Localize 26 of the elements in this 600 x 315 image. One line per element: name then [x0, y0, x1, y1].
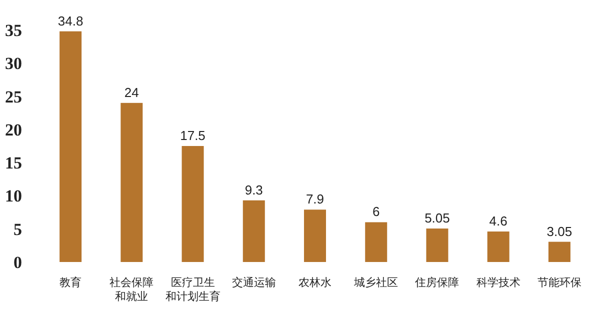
data-label: 3.05	[546, 224, 572, 239]
category: 城乡社区	[354, 277, 398, 289]
ytick: 0	[14, 253, 22, 272]
category: 节能环保	[537, 277, 582, 289]
data-label: 5.05	[424, 210, 450, 226]
data-label: 24	[124, 84, 139, 100]
data-label: 4.6	[489, 214, 508, 228]
data-label: 7.9	[306, 192, 324, 207]
category: 交通运输	[232, 277, 276, 289]
category: 农林水	[298, 277, 332, 289]
category: 医疗卫生和计划生育	[165, 277, 220, 303]
category: 住房保障	[415, 277, 460, 289]
data-label: 17.5	[180, 128, 206, 143]
data-label: 6	[372, 204, 380, 220]
data-label: 9.3	[244, 182, 263, 198]
ytick: 25	[5, 87, 22, 106]
category: 教育	[60, 277, 82, 289]
category: 科学技术	[476, 277, 520, 289]
category: 社会保障和就业	[110, 277, 154, 303]
ytick: 5	[14, 220, 22, 239]
ytick: 20	[5, 120, 22, 140]
ytick: 30	[5, 54, 22, 74]
ytick: 35	[5, 21, 22, 40]
ytick: 10	[5, 186, 22, 206]
ytick: 15	[5, 154, 22, 173]
data-label: 34.8	[58, 13, 84, 28]
